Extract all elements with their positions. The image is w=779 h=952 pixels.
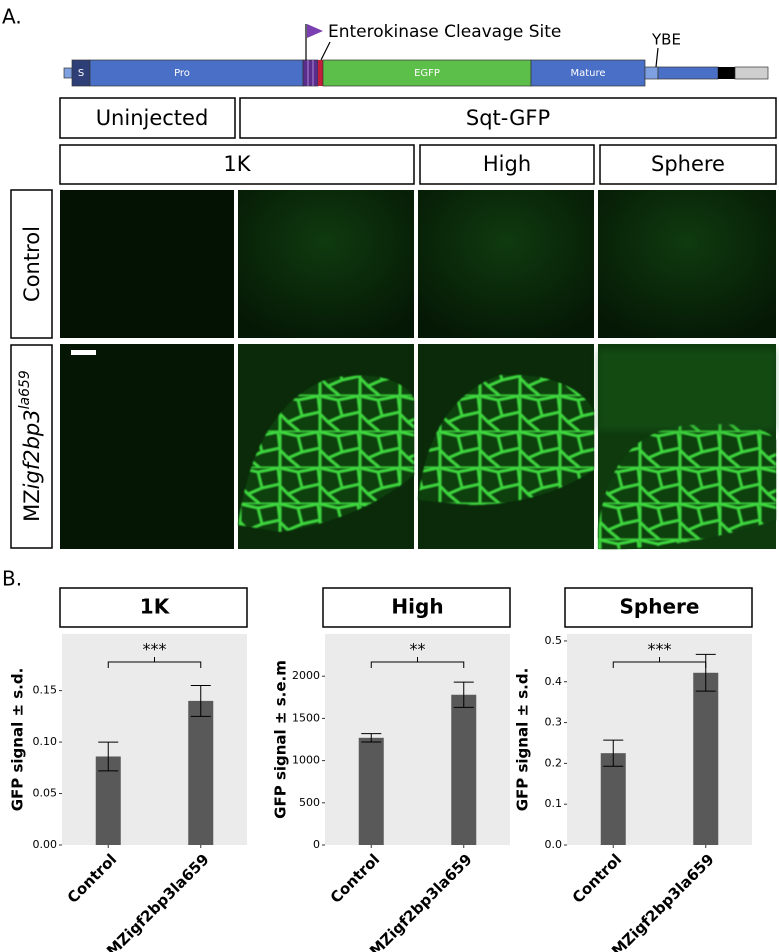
panel-label: A. (2, 5, 22, 29)
segment-label: Pro (174, 68, 190, 79)
y-tick-label: 0.4 (545, 675, 563, 688)
column-header: High (483, 152, 531, 176)
y-axis-title: GFP signal ± s.d. (9, 668, 27, 812)
significance-bracket (612, 657, 707, 668)
micrographs (60, 190, 776, 549)
significance: ** (410, 640, 426, 659)
x-tick-label: Control (64, 850, 121, 907)
plot-area (567, 634, 752, 845)
panel-label: B. (2, 567, 22, 591)
y-tick-label: 0.05 (33, 787, 58, 800)
row-box (10, 189, 53, 339)
y-tick-label: 0.00 (33, 838, 58, 851)
x-tick-label: MZigf2bp3la659 (608, 850, 718, 952)
x-tick-label: MZigf2bp3la659 (103, 850, 213, 952)
row-label: MZigf2bp3la659 (17, 370, 44, 522)
chart-title: 1K (140, 595, 171, 619)
y-tick-label: 0.2 (545, 756, 563, 769)
significance: *** (143, 640, 167, 659)
x-tick-label: Control (327, 850, 384, 907)
title-box (564, 587, 753, 628)
construct-diagram (63, 24, 769, 87)
error-bar (603, 739, 624, 767)
segment-label: S (78, 68, 84, 79)
y-tick-label: 0.0 (545, 838, 563, 851)
significance: *** (648, 640, 672, 659)
y-tick-label: 2000 (292, 669, 320, 682)
y-tick-label: 500 (299, 796, 320, 809)
title-box (322, 587, 511, 628)
x-tick-label: MZigf2bp3la659 (366, 850, 476, 952)
y-tick-label: 0.5 (545, 634, 563, 647)
y-tick-label: 0.3 (545, 716, 563, 729)
error-bar (98, 741, 119, 772)
label-part: la659 (17, 370, 33, 409)
error-bar (361, 733, 382, 743)
error-bar (453, 681, 474, 708)
segment-label: EGFP (414, 68, 440, 79)
label-part: MZ (20, 489, 44, 522)
error-bar (695, 653, 716, 692)
column-header: Sqt-GFP (466, 106, 550, 130)
y-axis-title: GFP signal ± s.d. (514, 668, 532, 812)
column-header: Uninjected (96, 106, 209, 130)
column-header: 1K (223, 152, 251, 176)
plot-area (62, 634, 247, 845)
row-box (10, 344, 53, 549)
plot-area (325, 634, 510, 845)
title-box (59, 587, 248, 628)
significance-bracket (370, 657, 465, 668)
y-tick-label: 0.1 (545, 797, 563, 810)
significance-bracket (107, 657, 202, 668)
header-box (599, 144, 777, 185)
bar (600, 753, 626, 845)
segment-label: Mature (570, 68, 605, 79)
y-tick-label: 0.15 (33, 684, 58, 697)
annotation: YBE (651, 31, 681, 49)
x-tick-label: Control (569, 850, 626, 907)
annotation: Enterokinase Cleavage Site (328, 22, 561, 42)
y-tick-label: 1500 (292, 711, 320, 724)
row-label: Control (20, 226, 44, 302)
header-box (59, 97, 236, 139)
error-bar (190, 684, 211, 717)
chart-title: Sphere (620, 595, 700, 619)
y-axis-title: GFP signal ± s.e.m (272, 660, 290, 819)
bar (451, 694, 477, 845)
header-box (59, 144, 415, 185)
bar (188, 700, 214, 845)
header-box (239, 97, 777, 139)
bar (693, 672, 719, 845)
bar (358, 737, 384, 845)
header-box (419, 144, 595, 185)
column-header: Sphere (651, 152, 725, 176)
y-tick-label: 0 (313, 838, 320, 851)
label-part: igf2bp3 (20, 409, 44, 489)
chart-title: High (391, 595, 443, 619)
y-tick-label: 1000 (292, 754, 320, 767)
y-tick-label: 0.10 (33, 735, 58, 748)
